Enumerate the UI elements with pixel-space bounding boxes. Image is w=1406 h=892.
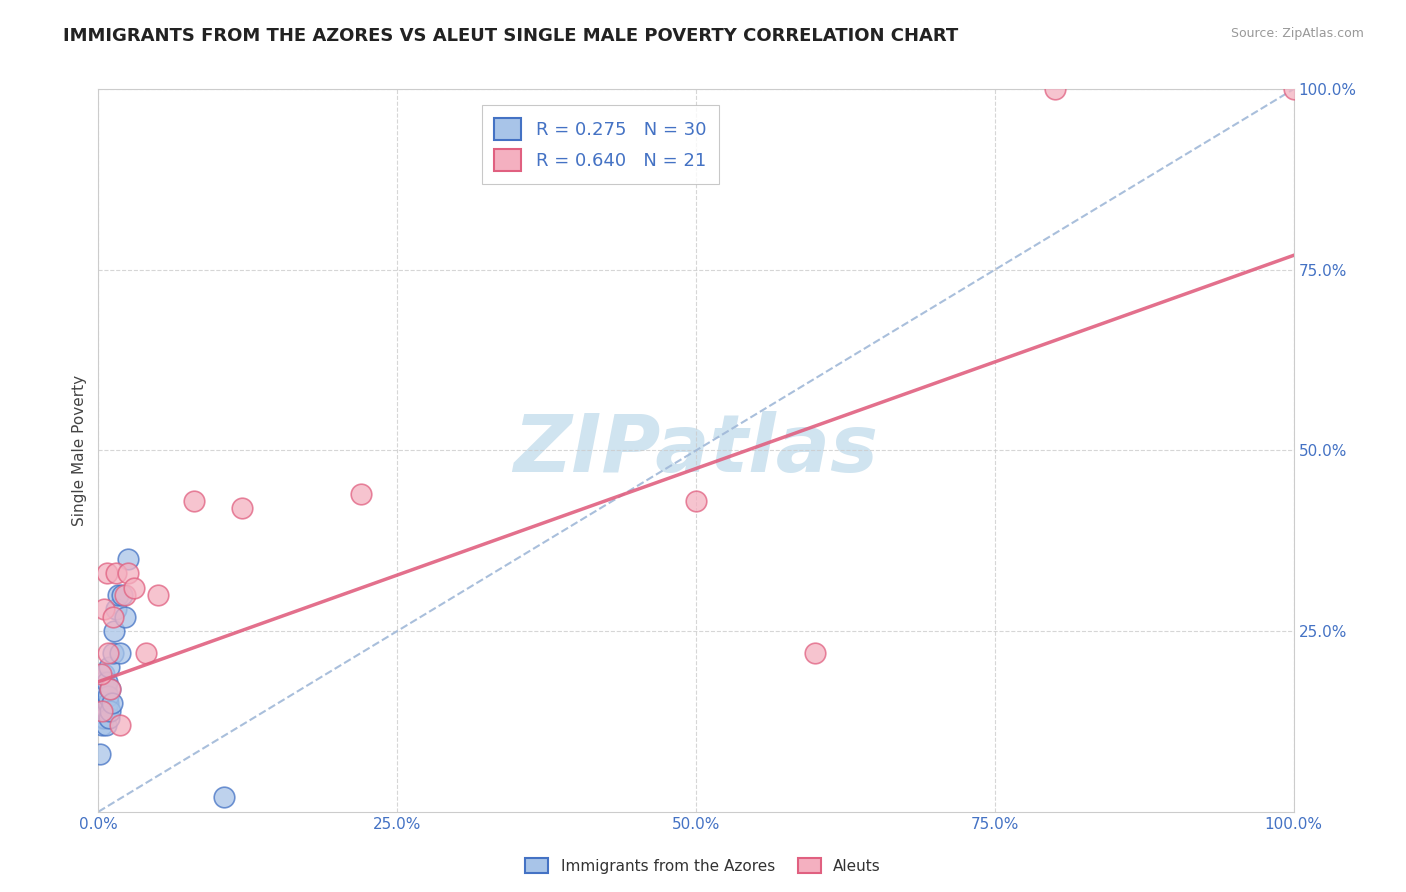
Point bbox=[103, 624, 125, 639]
Point bbox=[94, 718, 117, 732]
Point bbox=[685, 494, 707, 508]
Text: IMMIGRANTS FROM THE AZORES VS ALEUT SINGLE MALE POVERTY CORRELATION CHART: IMMIGRANTS FROM THE AZORES VS ALEUT SING… bbox=[63, 27, 959, 45]
Point bbox=[89, 747, 111, 761]
Point bbox=[98, 681, 122, 696]
Text: ZIPatlas: ZIPatlas bbox=[513, 411, 879, 490]
Point bbox=[111, 588, 134, 602]
Point bbox=[96, 704, 118, 718]
Point bbox=[350, 487, 373, 501]
Point bbox=[101, 646, 124, 660]
Point bbox=[96, 674, 118, 689]
Point bbox=[108, 718, 131, 732]
Point bbox=[96, 566, 118, 581]
Point bbox=[231, 501, 253, 516]
Point bbox=[100, 696, 122, 710]
Point bbox=[90, 667, 112, 681]
Point bbox=[1282, 82, 1305, 96]
Point bbox=[90, 711, 112, 725]
Legend: R = 0.275   N = 30, R = 0.640   N = 21: R = 0.275 N = 30, R = 0.640 N = 21 bbox=[482, 105, 718, 184]
Point bbox=[114, 609, 136, 624]
Text: Source: ZipAtlas.com: Source: ZipAtlas.com bbox=[1230, 27, 1364, 40]
Point bbox=[117, 566, 139, 581]
Point bbox=[93, 689, 115, 703]
Point bbox=[101, 609, 124, 624]
Point bbox=[107, 588, 129, 602]
Point bbox=[90, 689, 112, 703]
Point bbox=[93, 711, 115, 725]
Point bbox=[117, 551, 139, 566]
Point bbox=[94, 681, 117, 696]
Point bbox=[98, 704, 122, 718]
Point bbox=[93, 667, 115, 681]
Point bbox=[97, 646, 120, 660]
Point bbox=[98, 681, 122, 696]
Point bbox=[91, 704, 114, 718]
Point bbox=[105, 566, 128, 581]
Point bbox=[91, 674, 114, 689]
Point bbox=[97, 689, 120, 703]
Point bbox=[105, 602, 128, 616]
Point bbox=[135, 646, 157, 660]
Point bbox=[148, 588, 170, 602]
Point bbox=[212, 790, 235, 805]
Point bbox=[183, 494, 205, 508]
Point bbox=[114, 588, 136, 602]
Point bbox=[91, 681, 114, 696]
Point bbox=[108, 646, 131, 660]
Point bbox=[124, 581, 146, 595]
Point bbox=[804, 646, 827, 660]
Point bbox=[91, 718, 114, 732]
Point bbox=[93, 602, 115, 616]
Point bbox=[98, 660, 121, 674]
Point bbox=[1043, 82, 1066, 96]
Legend: Immigrants from the Azores, Aleuts: Immigrants from the Azores, Aleuts bbox=[519, 852, 887, 880]
Point bbox=[98, 711, 121, 725]
Point bbox=[91, 704, 114, 718]
Point bbox=[97, 696, 120, 710]
Y-axis label: Single Male Poverty: Single Male Poverty bbox=[72, 375, 87, 526]
